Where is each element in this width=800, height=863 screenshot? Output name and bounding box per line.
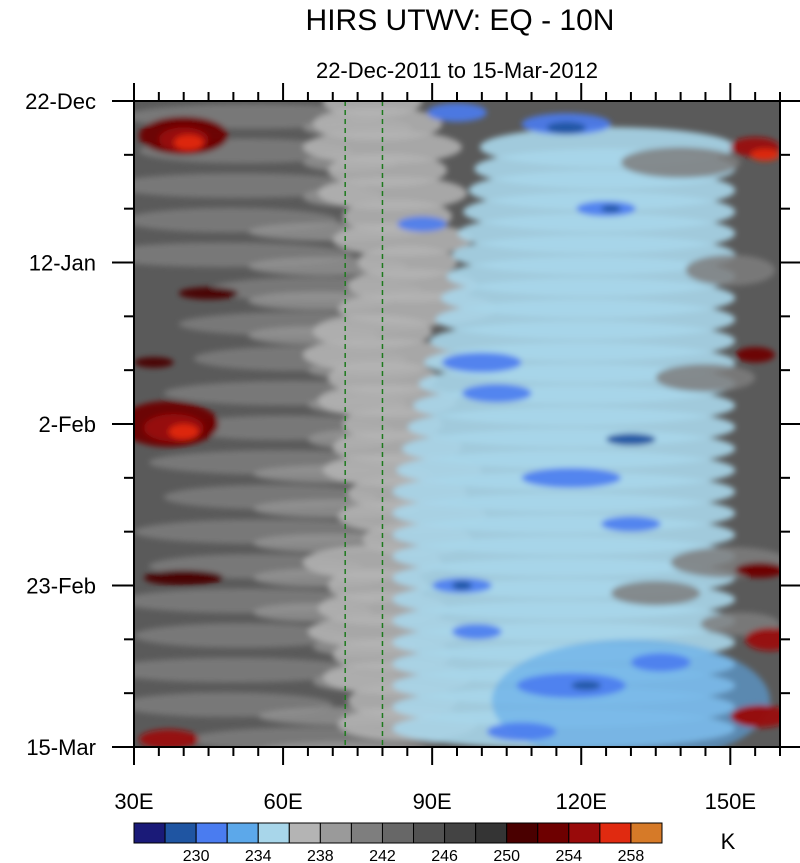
contour-region — [735, 347, 776, 363]
contour-region — [571, 680, 602, 691]
contour-region — [143, 570, 224, 586]
contour-region — [521, 467, 621, 488]
contour-region — [730, 704, 780, 728]
colorbar-unit: K — [721, 829, 736, 854]
colorbar-swatch — [133, 822, 166, 844]
contour-region — [178, 287, 239, 300]
colorbar-swatch — [630, 822, 663, 844]
contour-region — [516, 673, 626, 698]
contour-region — [452, 580, 472, 591]
colorbar-swatch — [226, 822, 259, 844]
contour-region — [745, 627, 780, 651]
colorbar-swatch — [288, 822, 321, 844]
contour-region — [442, 352, 522, 373]
colorbar-label: 258 — [618, 848, 645, 863]
colorbar-label: 242 — [369, 848, 396, 863]
y-tick-label: 22-Dec — [25, 89, 96, 114]
colorbar-swatch — [164, 822, 197, 844]
contour-region — [606, 433, 656, 446]
colorbar-swatch — [195, 822, 228, 844]
colorbar-swatch — [257, 822, 290, 844]
contour-region — [302, 337, 453, 372]
contour-region — [134, 623, 348, 648]
x-tick-label: 30E — [114, 789, 153, 814]
contour-region — [332, 222, 472, 257]
colorbar-swatch — [319, 822, 352, 844]
contour-region — [134, 173, 368, 198]
x-tick-label: 120E — [556, 789, 607, 814]
colorbar-label: 250 — [493, 848, 520, 863]
contour-region — [685, 254, 776, 286]
contour-region — [168, 424, 199, 440]
contour-region — [620, 147, 741, 178]
contour-region — [134, 657, 363, 683]
y-tick-label: 12-Jan — [29, 251, 96, 276]
colorbar-swatch — [381, 822, 415, 844]
field-plot — [134, 101, 780, 747]
y-tick-label: 15-Mar — [26, 735, 96, 760]
contour-region — [546, 121, 587, 135]
x-tick-label: 150E — [705, 789, 756, 814]
contour-region — [611, 580, 701, 606]
contour-region — [427, 103, 487, 122]
colorbar-swatch — [413, 822, 446, 844]
colorbar-label: 254 — [555, 848, 582, 863]
field-contours — [134, 101, 780, 747]
colorbar-label: 234 — [245, 848, 272, 863]
colorbar-label: 246 — [431, 848, 458, 863]
contour-region — [630, 653, 691, 672]
colorbar-label: 230 — [183, 848, 210, 863]
colorbar-swatch — [568, 822, 601, 844]
contour-region — [134, 357, 174, 368]
contour-region — [750, 148, 780, 161]
contour-region — [655, 364, 756, 392]
contour-region — [173, 134, 204, 151]
y-tick-label: 2-Feb — [39, 412, 96, 437]
contour-region — [397, 216, 448, 232]
x-tick-label: 60E — [263, 789, 302, 814]
chart-subtitle: 22-Dec-2011 to 15-Mar-2012 — [316, 58, 598, 83]
y-axis: 22-Dec 12-Jan 2-Feb 23-Feb 15-Mar — [25, 89, 800, 760]
contour-region — [486, 722, 557, 741]
chart-title: HIRS UTWV: EQ - 10N — [306, 4, 615, 37]
x-axis: 30E 60E 90E 120E 150E — [114, 83, 781, 814]
x-tick-label: 90E — [413, 789, 452, 814]
colorbar-swatch — [350, 822, 383, 844]
colorbar-swatch — [537, 822, 570, 844]
colorbar: 230 234 238 242 246 250 254 258 — [133, 822, 663, 863]
contour-region — [601, 204, 621, 213]
contour-region — [317, 176, 467, 211]
colorbar-swatch — [444, 822, 477, 844]
contour-region — [265, 741, 420, 747]
contour-region — [452, 623, 502, 640]
y-tick-label: 23-Feb — [26, 574, 96, 599]
colorbar-label: 238 — [307, 848, 334, 863]
contour-region — [491, 639, 771, 747]
contour-region — [138, 729, 199, 747]
contour-region — [735, 562, 780, 578]
colorbar-swatch — [475, 822, 508, 844]
contour-region — [601, 516, 661, 532]
colorbar-swatch — [599, 822, 632, 844]
contour-region — [461, 384, 532, 403]
colorbar-swatch — [506, 822, 539, 844]
